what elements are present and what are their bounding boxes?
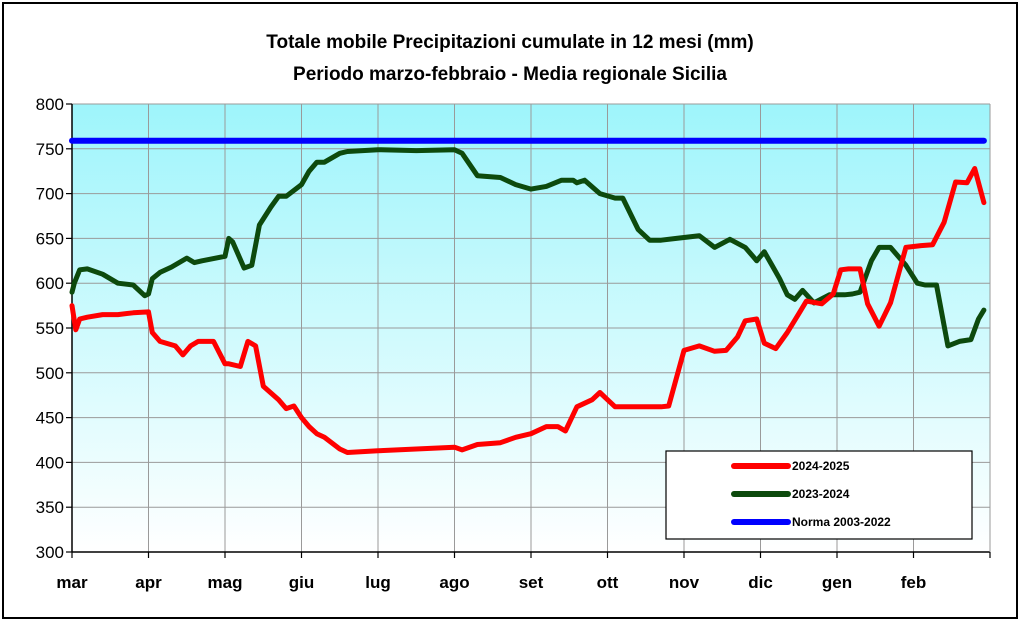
y-tick-label: 350 bbox=[36, 498, 64, 517]
x-tick-label: mag bbox=[208, 573, 243, 592]
y-tick-label: 400 bbox=[36, 453, 64, 472]
legend-box bbox=[665, 450, 973, 540]
y-tick-label: 300 bbox=[36, 543, 64, 562]
x-tick-label: mar bbox=[56, 573, 88, 592]
x-tick-label: apr bbox=[135, 573, 162, 592]
y-tick-label: 750 bbox=[36, 140, 64, 159]
y-tick-label: 700 bbox=[36, 185, 64, 204]
y-tick-label: 650 bbox=[36, 229, 64, 248]
series-lines bbox=[69, 137, 987, 455]
x-tick-label: lug bbox=[365, 573, 391, 592]
x-tick-label: feb bbox=[901, 573, 927, 592]
y-tick-label: 800 bbox=[36, 95, 64, 114]
x-tick-label: ott bbox=[597, 573, 619, 592]
x-tick-label: dic bbox=[748, 573, 773, 592]
legend-label: 2023-2024 bbox=[792, 487, 850, 501]
y-tick-label: 450 bbox=[36, 409, 64, 428]
x-tick-label: nov bbox=[669, 573, 700, 592]
chart-subtitle: Periodo marzo-febbraio - Media regionale… bbox=[293, 64, 727, 85]
series-line-2023-2024 bbox=[69, 147, 987, 349]
y-tick-labels: 300 350 400 450 500 550 600 650 700 750 800 bbox=[36, 95, 64, 562]
legend-label: 2024-2025 bbox=[792, 459, 850, 473]
x-tick-label: giu bbox=[289, 573, 315, 592]
series-line-2024-2025 bbox=[69, 166, 987, 455]
legend: 2024-2025 2023-2024 Norma 2003-2022 bbox=[665, 450, 973, 540]
x-tick-label: gen bbox=[822, 573, 852, 592]
axes bbox=[71, 104, 991, 553]
legend-label: Norma 2003-2022 bbox=[792, 515, 891, 529]
y-tick-label: 500 bbox=[36, 364, 64, 383]
y-tick-label: 550 bbox=[36, 319, 64, 338]
x-tick-labels: mar apr mag giu lug ago set ott nov dic gen feb bbox=[56, 573, 926, 592]
y-tick-label: 600 bbox=[36, 274, 64, 293]
x-tick-label: ago bbox=[439, 573, 469, 592]
x-tick-label: set bbox=[519, 573, 544, 592]
chart-title: Totale mobile Precipitazioni cumulate in… bbox=[266, 32, 753, 53]
